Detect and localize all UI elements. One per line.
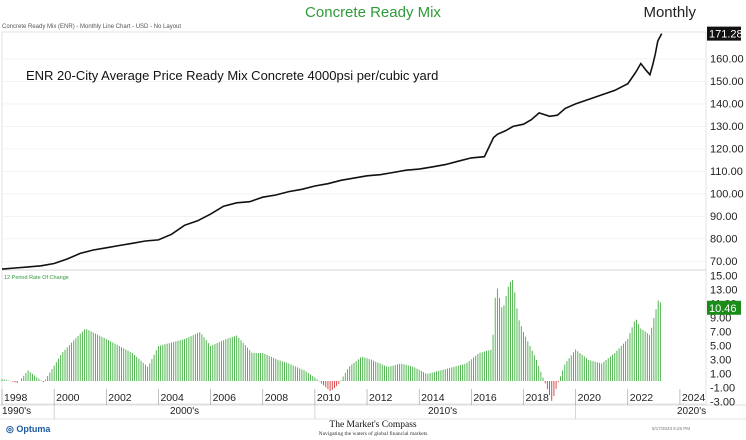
era-label-2010s: 2010's [428,406,458,417]
footer-brand: The Market's Compass [329,420,417,430]
x-tick-label: 2014 [421,392,445,404]
price-tick-label: 80.00 [710,233,738,245]
roc-tick-label: -3.00 [710,397,735,409]
x-tick-label: 2002 [108,392,132,404]
price-tick-label: 100.00 [710,188,744,200]
price-tick-label: 90.00 [710,211,738,223]
roc-tick-label: 9.00 [710,313,731,325]
roc-tick-label: 7.00 [710,327,731,339]
x-tick-label: 2012 [369,392,393,404]
roc-tick-label: -1.00 [710,383,735,395]
price-tick-label: 130.00 [710,121,744,133]
price-tick-label: 70.00 [710,256,738,268]
x-tick-label: 2022 [630,392,654,404]
x-tick-label: 1998 [4,392,28,404]
x-tick-label: 2000 [56,392,80,404]
price-tick-label: 140.00 [710,98,744,110]
roc-tick-label: 5.00 [710,341,731,353]
footer-timestamp: 5/17/2023 6:25 PM [652,426,691,431]
x-tick-label: 2010 [317,392,341,404]
price-tick-label: 150.00 [710,76,744,88]
last-roc-label: 10.46 [709,303,737,315]
roc-tick-label: 1.00 [710,369,731,381]
chart-annotation: ENR 20-City Average Price Ready Mix Conc… [26,68,439,83]
x-tick-label: 2020 [578,392,602,404]
last-price-label: 171.28 [709,29,743,41]
optuma-logo-icon: ◎ [6,424,14,434]
optuma-logo: ◎ Optuma [6,424,50,435]
x-tick-label: 2004 [160,392,184,404]
x-tick-label: 2008 [265,392,289,404]
x-tick-label: 2024 [682,392,706,404]
plot-frame [1,31,707,405]
price-line [1,33,663,270]
price-tick-label: 110.00 [710,166,743,178]
last-roc-box [707,300,741,315]
roc-tick-label: 13.00 [710,285,738,297]
chart-description: Concrete Ready Mix (ENR) - Monthly Line … [2,24,182,30]
chart-title: Concrete Ready Mix [305,4,441,21]
x-tick-label: 2006 [213,392,237,404]
roc-panel-label: 12 Period Rate Of Change [4,275,69,281]
era-label-1990s: 1990's [2,406,32,417]
price-tick-label: 160.00 [710,53,744,65]
era-label-2000s: 2000's [170,406,200,417]
footer-tagline: Navigating the waters of global financia… [318,431,428,437]
roc-tick-label: 3.00 [710,355,731,367]
era-label-2020s: 2020's [677,406,707,417]
period-label: Monthly [643,4,696,21]
optuma-logo-text: Optuma [16,424,51,434]
price-tick-label: 120.00 [710,143,744,155]
roc-tick-label: 15.00 [710,271,738,283]
x-tick-label: 2016 [473,392,497,404]
x-tick-label: 2018 [525,392,549,404]
last-price-box [707,26,741,41]
